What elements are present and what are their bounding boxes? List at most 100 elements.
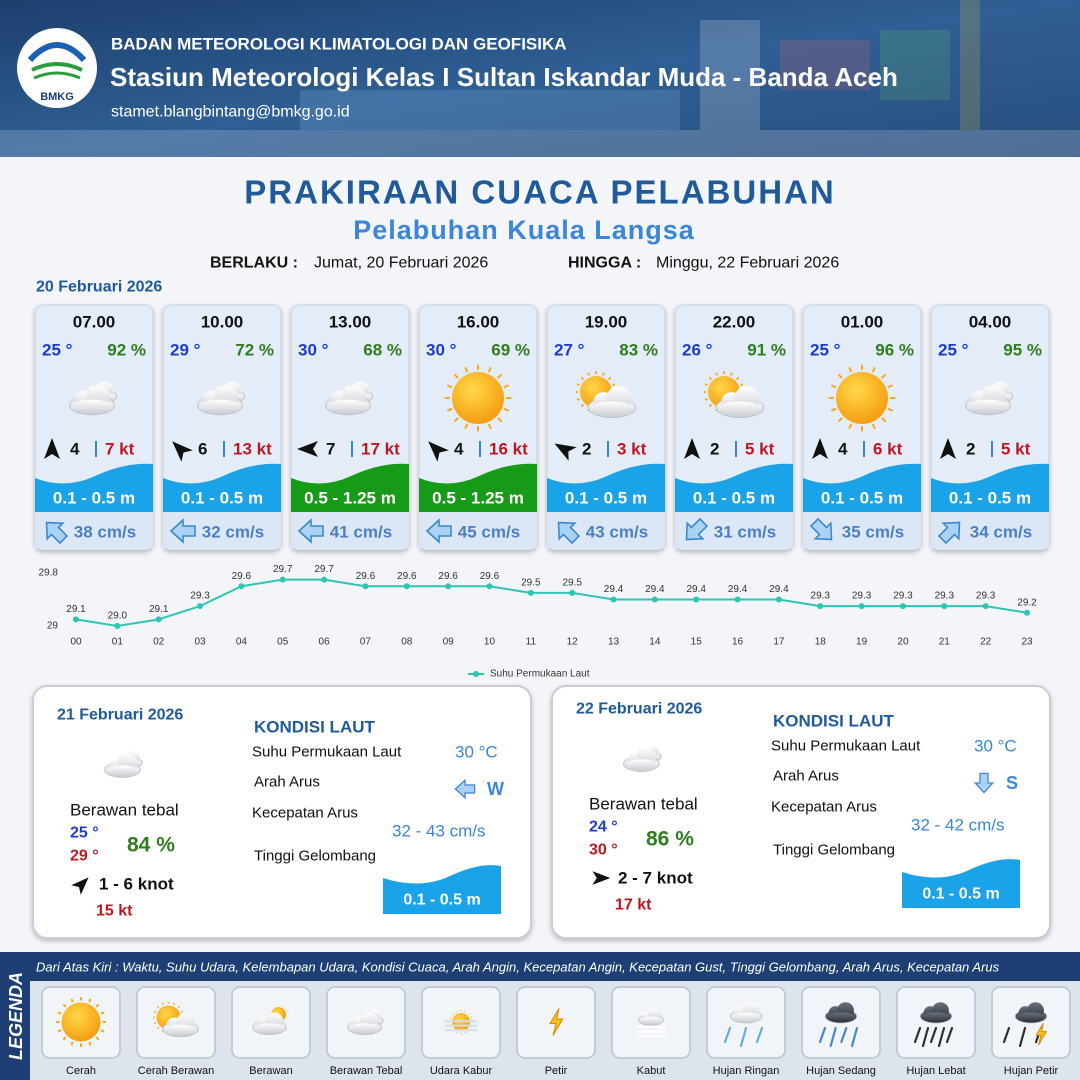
sst-point: [445, 583, 452, 590]
sun-ray: [453, 373, 459, 379]
sst-point: [569, 589, 576, 596]
air-temp: 30 °: [426, 341, 457, 360]
sun-ray: [62, 1003, 67, 1008]
wave-shape: [383, 865, 501, 914]
sst-value: 30 °C: [974, 737, 1017, 756]
gust: 16 kt: [489, 440, 528, 459]
x-tick-label: 01: [112, 637, 124, 648]
rain-drop: [818, 1026, 827, 1044]
sun-ray: [887, 384, 894, 389]
sst-point: [486, 583, 493, 590]
wind-range: 2 - 7 knot: [618, 869, 693, 888]
current-speed: 32 cm/s: [202, 523, 264, 542]
x-tick-label: 20: [897, 637, 909, 648]
cloud-icon: [197, 385, 243, 416]
sun-ray: [881, 417, 887, 423]
sst-value-label: 29.2: [1017, 597, 1037, 608]
legend-strip: [0, 952, 1080, 981]
sun-ray: [830, 384, 837, 389]
sun-ray: [100, 1029, 105, 1033]
temp-max: 29 °: [70, 848, 99, 865]
title: PRAKIRAAN CUACA PELABUHAN: [244, 174, 835, 211]
cloud-part: [967, 399, 1009, 414]
rain-drop: [937, 1026, 946, 1048]
current-speed: 45 cm/s: [458, 523, 520, 542]
sst-value-label: 29.1: [149, 604, 169, 615]
cloud-icon: [162, 1013, 199, 1038]
legend-item: Kabut: [637, 1065, 666, 1077]
cloud-icon: [715, 386, 765, 418]
sun-ray: [156, 1005, 160, 1009]
sun-ray: [580, 376, 584, 380]
sun-ray: [708, 376, 712, 380]
day-panel: [32, 685, 532, 939]
haze-band: [444, 1029, 478, 1032]
wind-arrow: [812, 438, 828, 459]
sst-point: [1024, 609, 1030, 616]
current-speed: 43 cm/s: [586, 523, 648, 542]
day1-date: 20 Februari 2026: [36, 279, 162, 296]
rain-drop: [829, 1026, 837, 1048]
wave-shape: [803, 463, 921, 512]
sun-icon: [828, 364, 896, 432]
current-arrow: [809, 517, 833, 541]
sun-ray: [871, 423, 876, 430]
x-tick-label: 13: [608, 637, 620, 648]
wave-shape: [931, 463, 1049, 512]
sun-ray: [715, 372, 719, 376]
cloud-part: [71, 399, 113, 414]
x-tick-label: 07: [360, 637, 372, 648]
humidity: 96 %: [875, 341, 914, 360]
cloud-icon: [587, 386, 637, 418]
sun-ray: [95, 1003, 100, 1008]
wave-label: Tinggi Gelombang: [773, 842, 895, 859]
sun-ray: [70, 1041, 74, 1046]
rain-drop: [840, 1026, 848, 1044]
gust: 3 kt: [617, 440, 647, 459]
sst-value-label: 29.5: [562, 577, 582, 588]
day-panel: [551, 685, 1051, 939]
wave-height: 0.1 - 0.5 m: [181, 489, 263, 508]
legend-item: Petir: [545, 1065, 568, 1077]
wave-shape: [35, 463, 153, 512]
legend-item: Cerah Berawan: [138, 1065, 214, 1077]
rain-drop: [755, 1026, 764, 1044]
sst-point: [114, 623, 121, 629]
sst-value-label: 29.7: [273, 564, 293, 575]
sun-ray: [608, 376, 612, 380]
wave-height: 0.5 - 1.25 m: [304, 489, 396, 508]
wind-arrow: [297, 441, 318, 457]
sun-ray: [464, 366, 469, 373]
sun-ray: [153, 1010, 156, 1014]
sun-ray: [95, 1036, 100, 1041]
current-speed: 32 - 42 cm/s: [911, 816, 1005, 835]
validity-to: Minggu, 22 Februari 2026: [656, 255, 839, 272]
legend-label: Suhu Permukaan Laut: [490, 669, 590, 680]
time: 19.00: [585, 313, 628, 332]
wind-arrow: [71, 877, 89, 895]
y-tick-label: 29: [47, 621, 59, 632]
air-temp: 29 °: [170, 341, 201, 360]
wave-shape: [547, 463, 665, 512]
panel-date: 21 Februari 2026: [57, 707, 183, 724]
x-tick-label: 02: [153, 637, 165, 648]
rain-drop: [921, 1026, 930, 1048]
sst-point: [858, 603, 865, 610]
sst-label: Suhu Permukaan Laut: [771, 738, 921, 755]
sst-value-label: 29.4: [769, 584, 789, 595]
x-tick-label: 03: [194, 637, 206, 648]
sun-ray: [57, 1029, 62, 1033]
air-temp: 26 °: [682, 341, 713, 360]
cloud-icon: [252, 1012, 287, 1036]
sun-ray: [503, 407, 510, 412]
current-arrow: [169, 518, 196, 544]
current-dir-label: Arah Arus: [254, 774, 320, 791]
legend-item: Hujan Petir: [1004, 1065, 1059, 1077]
cloud-part: [717, 401, 763, 417]
x-tick-label: 21: [939, 637, 951, 648]
gust: 13 kt: [233, 440, 272, 459]
wave-shape: [291, 463, 409, 512]
wave-height: 0.1 - 0.5 m: [821, 489, 903, 508]
sun-ray: [729, 372, 733, 376]
rain-drop: [850, 1026, 859, 1048]
